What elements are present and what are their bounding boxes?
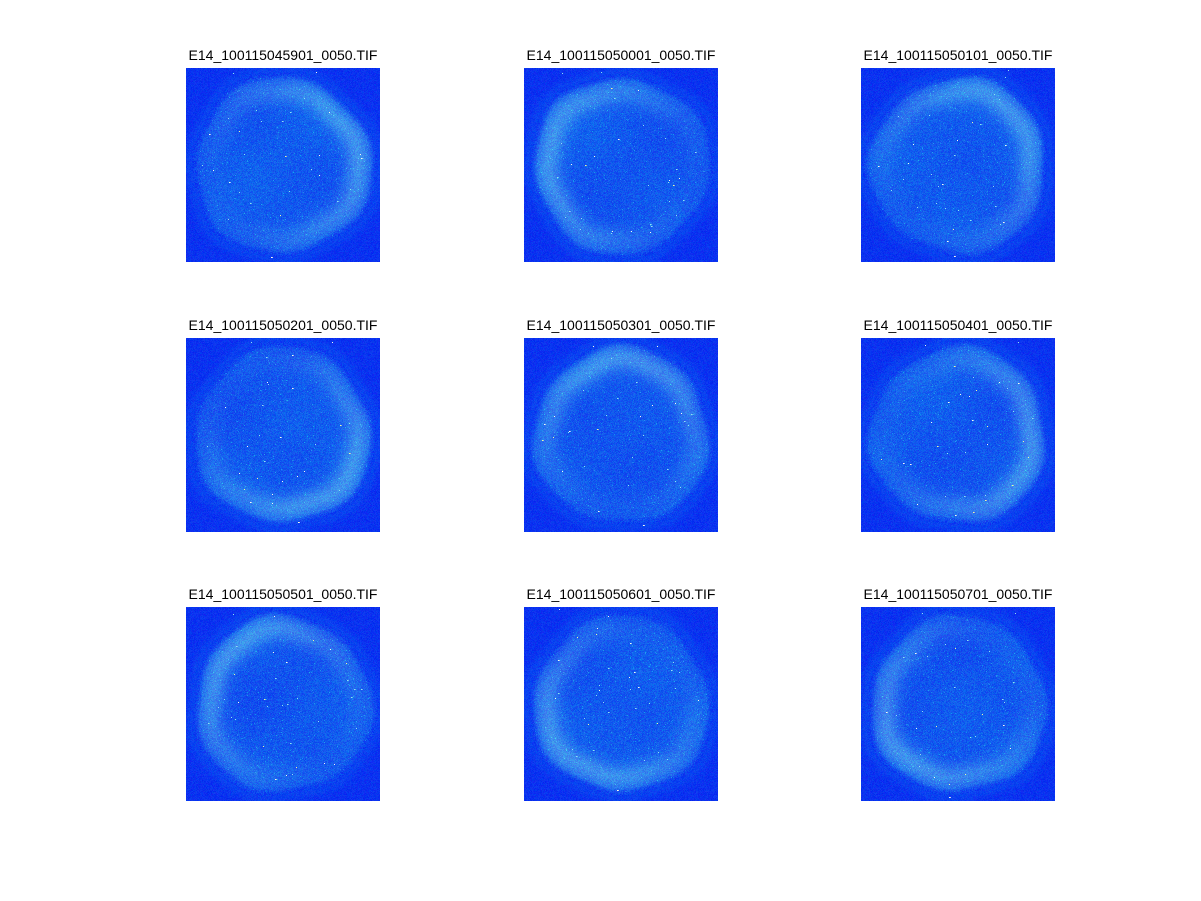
panel-title: E14_100115050401_0050.TIF [863, 317, 1053, 333]
sky-image-canvas [524, 607, 718, 801]
sky-image-canvas [524, 68, 718, 262]
image-panel: E14_100115050601_0050.TIF [524, 585, 718, 801]
sky-image-canvas [861, 607, 1055, 801]
sky-image-canvas [861, 338, 1055, 532]
sky-image-canvas [861, 68, 1055, 262]
image-panel: E14_100115050501_0050.TIF [186, 585, 380, 801]
panel-title: E14_100115045901_0050.TIF [188, 47, 378, 63]
image-panel: E14_100115045901_0050.TIF [186, 46, 380, 262]
panel-title: E14_100115050201_0050.TIF [188, 317, 378, 333]
image-panel: E14_100115050701_0050.TIF [861, 585, 1055, 801]
panel-title: E14_100115050501_0050.TIF [188, 586, 378, 602]
panel-title: E14_100115050301_0050.TIF [526, 317, 716, 333]
image-panel: E14_100115050101_0050.TIF [861, 46, 1055, 262]
panel-title: E14_100115050101_0050.TIF [863, 47, 1053, 63]
sky-image-canvas [524, 338, 718, 532]
sky-image-canvas [186, 338, 380, 532]
panel-title: E14_100115050001_0050.TIF [526, 47, 716, 63]
image-panel: E14_100115050001_0050.TIF [524, 46, 718, 262]
sky-image-canvas [186, 68, 380, 262]
panel-title: E14_100115050701_0050.TIF [863, 586, 1053, 602]
image-panel: E14_100115050201_0050.TIF [186, 316, 380, 532]
sky-image-canvas [186, 607, 380, 801]
image-panel: E14_100115050301_0050.TIF [524, 316, 718, 532]
panel-title: E14_100115050601_0050.TIF [526, 586, 716, 602]
image-panel: E14_100115050401_0050.TIF [861, 316, 1055, 532]
